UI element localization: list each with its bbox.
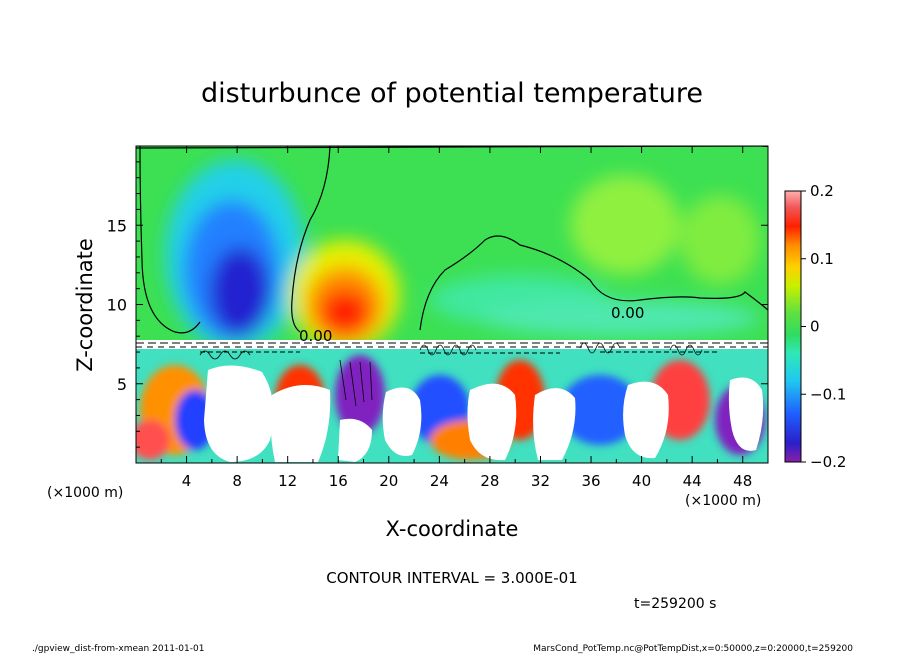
y-tick-label: 15	[107, 216, 127, 235]
field-blob	[560, 375, 640, 445]
x-tick-label: 24	[430, 472, 449, 490]
saturated-region	[467, 383, 517, 461]
field-blob	[321, 290, 369, 334]
contour-cluster	[419, 344, 477, 356]
footer-left: ./gpview_dist-from-xmean 2011-01-01	[32, 644, 204, 654]
colorbar-tick-label: 0.1	[810, 250, 834, 268]
field-blob	[175, 390, 215, 450]
interface-band	[136, 340, 768, 349]
plot-area	[136, 146, 768, 463]
field-blob	[680, 195, 760, 285]
x-tick-label: 28	[480, 472, 499, 490]
x-unit-right: (×1000 m)	[685, 493, 761, 509]
field-blob	[210, 247, 270, 337]
contour-zero	[139, 146, 201, 334]
contour-zero	[419, 235, 768, 331]
contour-zero	[291, 146, 331, 333]
contour-cluster	[669, 344, 703, 356]
saturated-region	[382, 387, 422, 456]
colorbar-tick-label: −0.1	[810, 385, 846, 403]
contour-interval: CONTOUR INTERVAL = 3.000E-01	[326, 569, 577, 587]
field-blob	[335, 355, 385, 435]
x-tick-label: 16	[329, 472, 348, 490]
colorbar-tick-label: −0.2	[810, 453, 846, 471]
colorbar	[784, 190, 802, 463]
x-unit-left: (×1000 m)	[47, 485, 123, 501]
x-tick-label: 32	[531, 472, 550, 490]
field-blob	[136, 420, 170, 460]
y-tick-label: 5	[117, 375, 127, 394]
contour-cluster	[199, 350, 251, 360]
x-tick-label: 48	[733, 472, 752, 490]
saturated-region	[270, 385, 331, 462]
contour-cluster	[339, 359, 373, 407]
colorbar-tick-label: 0.2	[810, 182, 834, 200]
contour-label: 0.00	[299, 327, 332, 345]
saturated-region	[623, 381, 669, 459]
contour-label: 0.00	[611, 304, 644, 322]
saturated-region	[338, 418, 372, 462]
field-blob	[480, 300, 760, 336]
x-tick-label: 4	[182, 472, 192, 490]
x-tick-label: 12	[278, 472, 297, 490]
x-axis: 4 8 12 16 20 24 28 32 36 40 44 48	[160, 146, 752, 490]
chart-title: disturbunce of potential temperature	[201, 78, 703, 109]
contour-cluster	[579, 342, 621, 354]
x-tick-label: 44	[683, 472, 702, 490]
time-label: t=259200 s	[634, 596, 716, 612]
footer-right: MarsCond_PotTemp.nc@PotTempDist,x=0:5000…	[533, 644, 853, 654]
x-tick-label: 20	[379, 472, 398, 490]
saturated-region	[204, 365, 274, 462]
saturated-region	[728, 377, 764, 451]
field-blob	[570, 175, 680, 275]
y-tick-label: 10	[107, 296, 127, 315]
x-tick-label: 36	[581, 472, 600, 490]
colorbar-tick-label: 0	[810, 318, 820, 336]
colorbar-ticks: 0.2 0.1 0 −0.1 −0.2	[801, 182, 846, 471]
y-axis-label: Z-coordinate	[73, 238, 97, 372]
saturated-region	[533, 388, 576, 460]
y-axis: 5 10 15	[107, 161, 768, 448]
x-tick-label: 40	[632, 472, 651, 490]
x-tick-label: 8	[232, 472, 242, 490]
x-axis-label: X-coordinate	[386, 517, 519, 541]
